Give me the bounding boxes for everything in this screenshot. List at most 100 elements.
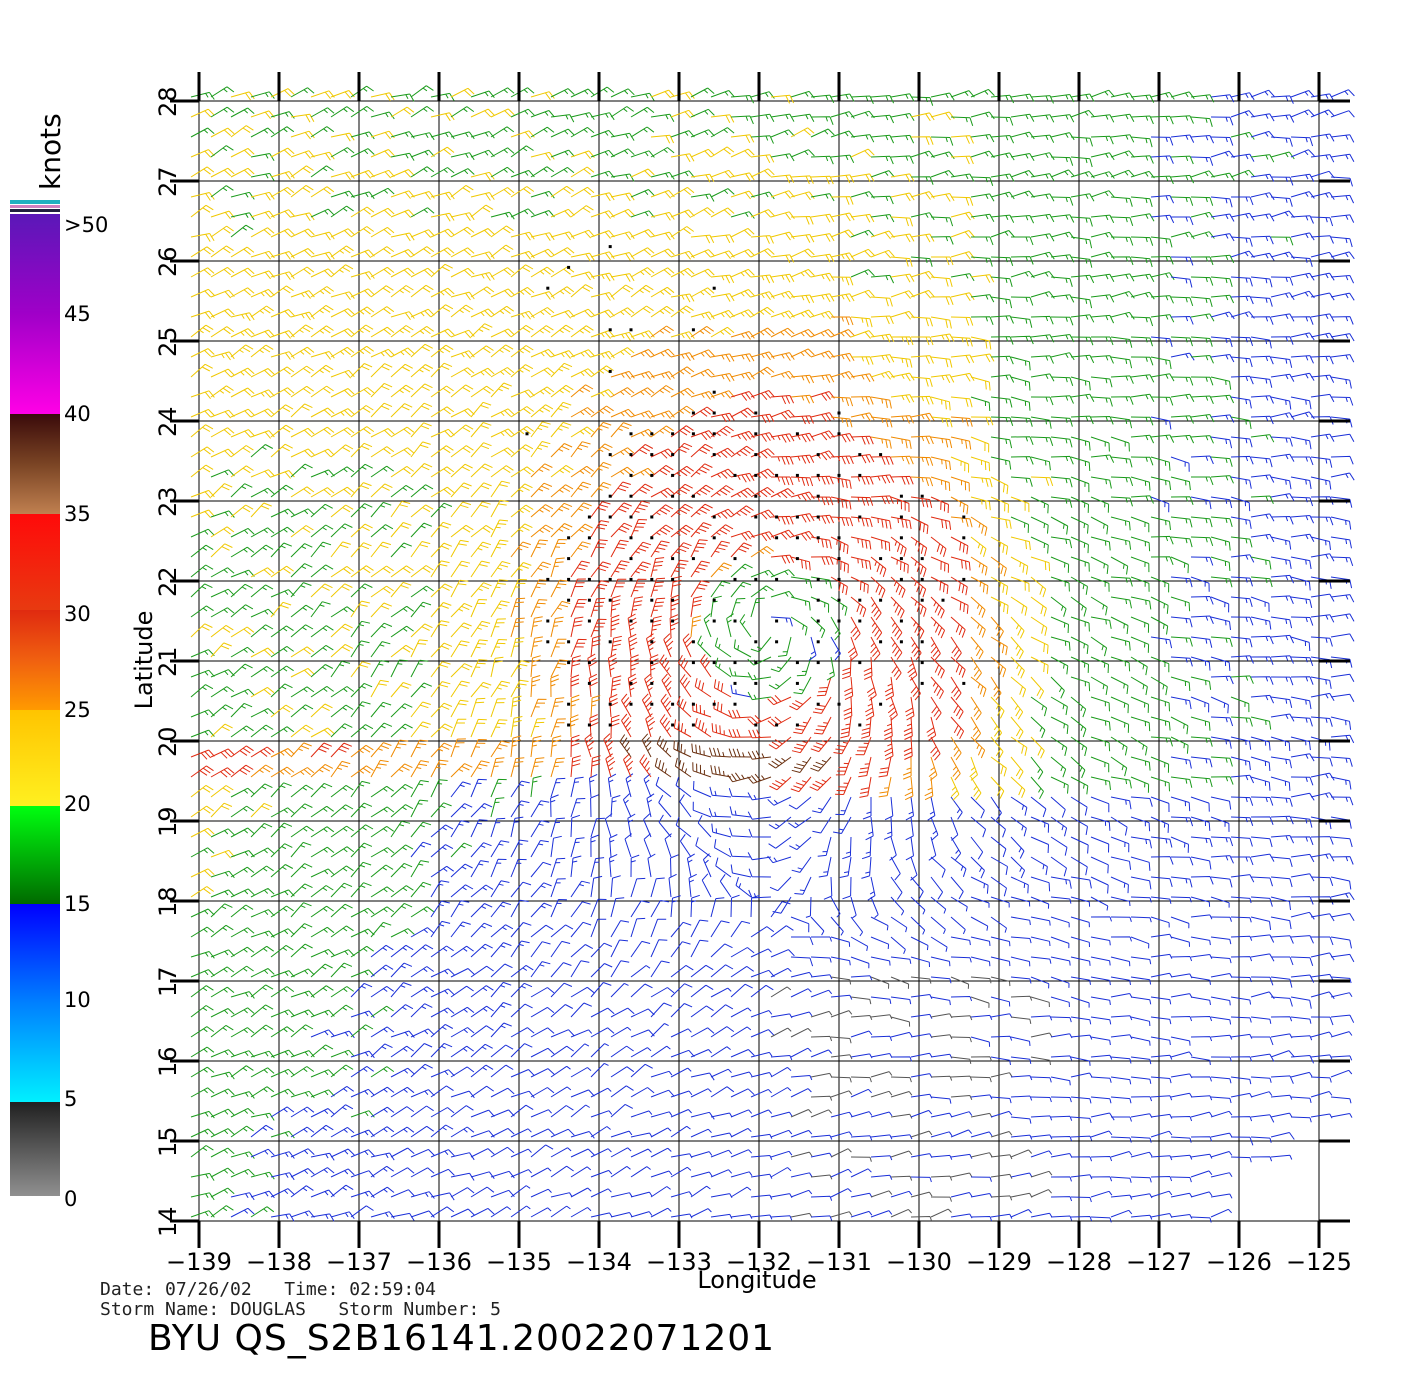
wind-barb — [1270, 476, 1292, 490]
wind-barb — [1190, 536, 1214, 547]
wind-barb — [928, 836, 937, 861]
wind-barb — [623, 753, 634, 778]
wind-barb — [930, 193, 955, 202]
wind-barb — [1230, 496, 1251, 512]
wind-barb — [230, 1207, 255, 1218]
wind-barb — [850, 269, 875, 278]
wind-barb — [1250, 113, 1275, 122]
wind-barb — [290, 724, 314, 738]
wind-barb — [1070, 596, 1087, 617]
wind-barb — [1270, 336, 1294, 345]
wind-barb — [747, 691, 772, 701]
wind-barb — [190, 669, 215, 678]
latitude-tick-label: 23 — [154, 486, 182, 517]
wind-barb — [690, 391, 715, 400]
wind-barb — [627, 613, 637, 638]
wind-barb — [910, 916, 926, 935]
wind-barb — [310, 151, 335, 161]
wind-barb — [230, 646, 255, 658]
wind-barb — [310, 107, 335, 118]
wind-barb — [430, 824, 454, 838]
wind-barb — [790, 916, 810, 933]
wind-barb — [690, 268, 715, 278]
wind-barb — [230, 626, 255, 638]
wind-barb — [410, 441, 431, 458]
wind-barb — [270, 366, 295, 378]
wind-barb — [750, 597, 765, 618]
wind-barb — [410, 166, 435, 178]
wind-barb — [650, 597, 666, 618]
wind-barb — [430, 1124, 454, 1138]
wind-barb — [1330, 734, 1355, 744]
wind-barb — [450, 1187, 475, 1198]
wind-barb — [1250, 853, 1275, 862]
wind-barb — [970, 476, 993, 488]
wind-barb — [570, 325, 594, 338]
wind-barb — [1030, 816, 1050, 833]
wind-barb — [210, 543, 233, 558]
wind-barb — [1150, 91, 1175, 100]
wind-barb — [767, 716, 792, 727]
wind-barb — [550, 114, 575, 123]
rain-flag — [567, 640, 571, 644]
rain-flag — [691, 328, 695, 332]
wind-barb — [910, 1153, 933, 1158]
wind-barb — [730, 505, 754, 518]
wind-barb — [510, 1069, 535, 1078]
wind-barb — [770, 925, 794, 938]
wind-barb — [410, 1105, 434, 1118]
wind-barb — [950, 456, 970, 473]
wind-barb — [990, 576, 1009, 595]
wind-barb — [390, 285, 414, 298]
wind-barb — [950, 796, 963, 820]
wind-barb — [370, 501, 392, 518]
longitude-tick-label: −138 — [246, 1248, 312, 1276]
wind-barb — [1050, 254, 1075, 263]
rain-flag — [691, 723, 695, 727]
wind-barb — [210, 785, 234, 798]
wind-barb — [1130, 1113, 1153, 1119]
wind-barb — [250, 945, 274, 958]
wind-barb — [1310, 636, 1333, 647]
rain-flag — [712, 453, 716, 457]
wind-barb — [1230, 675, 1254, 684]
wind-barb — [693, 780, 712, 798]
rain-flag — [733, 661, 737, 665]
wind-barb — [1310, 836, 1334, 845]
wind-barb — [1190, 376, 1214, 386]
wind-barb — [450, 863, 473, 878]
wind-barb — [310, 868, 335, 878]
wind-barb — [390, 1147, 415, 1158]
wind-barb — [350, 620, 371, 638]
wind-barb — [870, 315, 894, 325]
wind-barb — [1190, 856, 1212, 870]
wind-barb — [450, 803, 473, 818]
wind-barb — [843, 696, 853, 720]
wind-barb — [1230, 250, 1255, 259]
wind-barb — [210, 567, 235, 578]
wind-barb — [470, 345, 494, 358]
wind-barb — [630, 1191, 653, 1198]
wind-barb — [250, 1190, 275, 1199]
wind-barb — [530, 1167, 552, 1178]
wind-barb — [870, 1090, 893, 1098]
wind-barb — [710, 508, 735, 519]
wind-barb — [430, 945, 454, 958]
wind-barb — [1050, 231, 1075, 240]
y-axis-title: Latitude — [130, 611, 158, 710]
wind-barb — [930, 151, 955, 160]
wind-barb — [330, 925, 354, 938]
colorbar-tick-label: 35 — [64, 502, 91, 526]
wind-barb — [1190, 231, 1215, 239]
wind-barb — [570, 921, 592, 938]
wind-barb — [470, 819, 488, 838]
wind-barb — [1210, 150, 1235, 159]
wind-barb — [910, 936, 929, 951]
wind-barb — [1050, 896, 1072, 904]
wind-barb — [1190, 676, 1212, 690]
rain-flag — [608, 640, 612, 644]
wind-barb — [1090, 251, 1115, 260]
wind-barb — [630, 168, 655, 178]
wind-barb — [690, 173, 715, 183]
wind-barb — [410, 601, 432, 618]
